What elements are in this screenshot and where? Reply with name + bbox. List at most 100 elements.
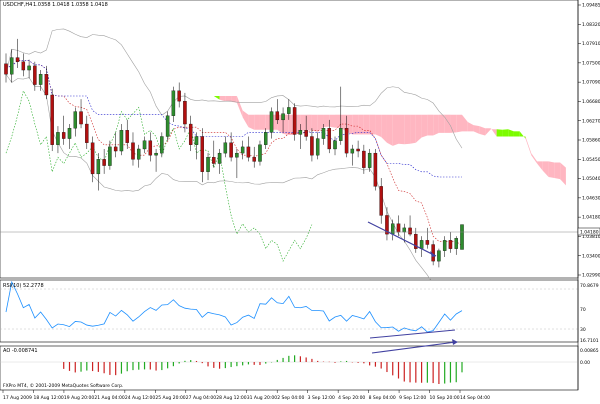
- cloud-segment: [462, 114, 468, 132]
- candle: [344, 115, 349, 158]
- candle: [85, 115, 89, 149]
- rsi-pane[interactable]: [0, 279, 579, 343]
- ao-bar: [305, 357, 307, 362]
- ao-bar: [420, 362, 423, 383]
- candle-body: [408, 227, 412, 235]
- candle-body: [281, 113, 285, 121]
- ao-bar: [132, 362, 134, 371]
- cloud-segment: [352, 114, 359, 135]
- ao-bar: [386, 362, 388, 373]
- price-tick-label: 1.05860: [582, 138, 600, 144]
- ao-bar: [236, 362, 238, 367]
- cloud-segment: [311, 114, 318, 132]
- cloud-segment: [306, 114, 312, 131]
- cloud-segment: [508, 129, 514, 137]
- candle: [56, 126, 60, 154]
- ao-bar: [80, 362, 82, 372]
- candle: [108, 140, 112, 170]
- ao-bar: [438, 362, 440, 384]
- candle-body: [454, 238, 458, 249]
- cloud-segment: [444, 114, 451, 133]
- rsi-label: RSI(10) 52.2778: [3, 283, 44, 289]
- candle-body: [367, 152, 372, 168]
- time-tick-label: 31 Aug 20:00: [247, 395, 277, 401]
- ichimoku-cloud: [156, 60, 566, 186]
- ao-bar: [178, 362, 180, 364]
- ao-bar: [207, 362, 209, 367]
- candle-body: [90, 142, 95, 175]
- time-tick-label: 17 Aug 2009: [3, 395, 32, 401]
- cloud-segment: [398, 114, 405, 145]
- candle: [177, 82, 181, 108]
- candle-body: [160, 136, 164, 154]
- candle: [160, 132, 164, 158]
- candle: [142, 136, 147, 154]
- cloud-segment: [490, 128, 497, 137]
- candle-body: [264, 132, 268, 145]
- ao-axis-zero: 0.00: [580, 360, 590, 366]
- price-tick-label: 1.09485: [582, 3, 600, 9]
- price-pane[interactable]: [0, 0, 579, 279]
- cloud-segment: [340, 114, 347, 132]
- candle-body: [194, 136, 199, 145]
- ao-bar: [126, 362, 128, 372]
- candle-body: [425, 240, 430, 245]
- cloud-segment: [421, 114, 428, 138]
- candle: [113, 132, 118, 158]
- cloud-segment: [433, 114, 439, 136]
- candle-body: [235, 152, 239, 158]
- cloud-segment: [392, 114, 399, 146]
- chikou-line: [5, 89, 313, 262]
- candle: [131, 132, 135, 166]
- ao-bar: [259, 362, 261, 366]
- candle: [102, 148, 106, 174]
- cloud-segment: [513, 131, 520, 137]
- candle: [367, 148, 372, 172]
- ao-bar: [103, 362, 105, 374]
- candle: [194, 132, 199, 160]
- cloud-segment: [560, 162, 566, 186]
- price-tick-label: 1.07500: [582, 60, 600, 66]
- current-price-label: 1.04180: [580, 230, 599, 236]
- cloud-segment: [485, 128, 491, 136]
- ao-pane[interactable]: [0, 345, 579, 391]
- candle-body: [402, 227, 407, 233]
- candle: [454, 236, 458, 255]
- candle: [165, 111, 170, 141]
- time-tick-label: 3 Sep 12:00: [308, 395, 335, 401]
- candle-body: [108, 146, 112, 166]
- candle: [269, 107, 274, 139]
- candle-body: [119, 130, 124, 152]
- divergence-arrowhead-price: [430, 251, 436, 257]
- candle-body: [206, 157, 210, 172]
- candle-body: [61, 132, 66, 139]
- ao-bar: [449, 362, 452, 383]
- ao-bar: [247, 362, 250, 365]
- time-tick-label: 24 Aug 12:00: [125, 395, 155, 401]
- candle: [200, 128, 204, 183]
- cloud-segment: [415, 114, 422, 143]
- ao-bar: [357, 362, 359, 363]
- candle-body: [154, 152, 158, 156]
- candle: [79, 99, 83, 129]
- ao-bar: [224, 362, 226, 369]
- candle-body: [298, 130, 303, 135]
- candle-body: [44, 74, 49, 96]
- candle: [246, 136, 251, 162]
- ao-bar: [415, 362, 417, 383]
- time-tick-label: 21 Aug 04:00: [94, 395, 124, 401]
- candle-body: [287, 107, 291, 114]
- ao-bar: [149, 362, 151, 370]
- ao-bar: [340, 361, 342, 362]
- price-tick-label: 1.08320: [582, 22, 600, 28]
- price-tick-label: 1.05040: [582, 176, 600, 182]
- ao-bar: [397, 362, 400, 379]
- candle: [281, 107, 285, 133]
- ao-bar: [461, 362, 463, 373]
- time-tick-label: 28 Aug 12:00: [216, 395, 246, 401]
- price-tick-label: 1.06680: [582, 99, 600, 105]
- candle: [27, 59, 31, 79]
- candle-body: [321, 128, 326, 139]
- ao-axis-upper: 0.00865: [580, 348, 599, 354]
